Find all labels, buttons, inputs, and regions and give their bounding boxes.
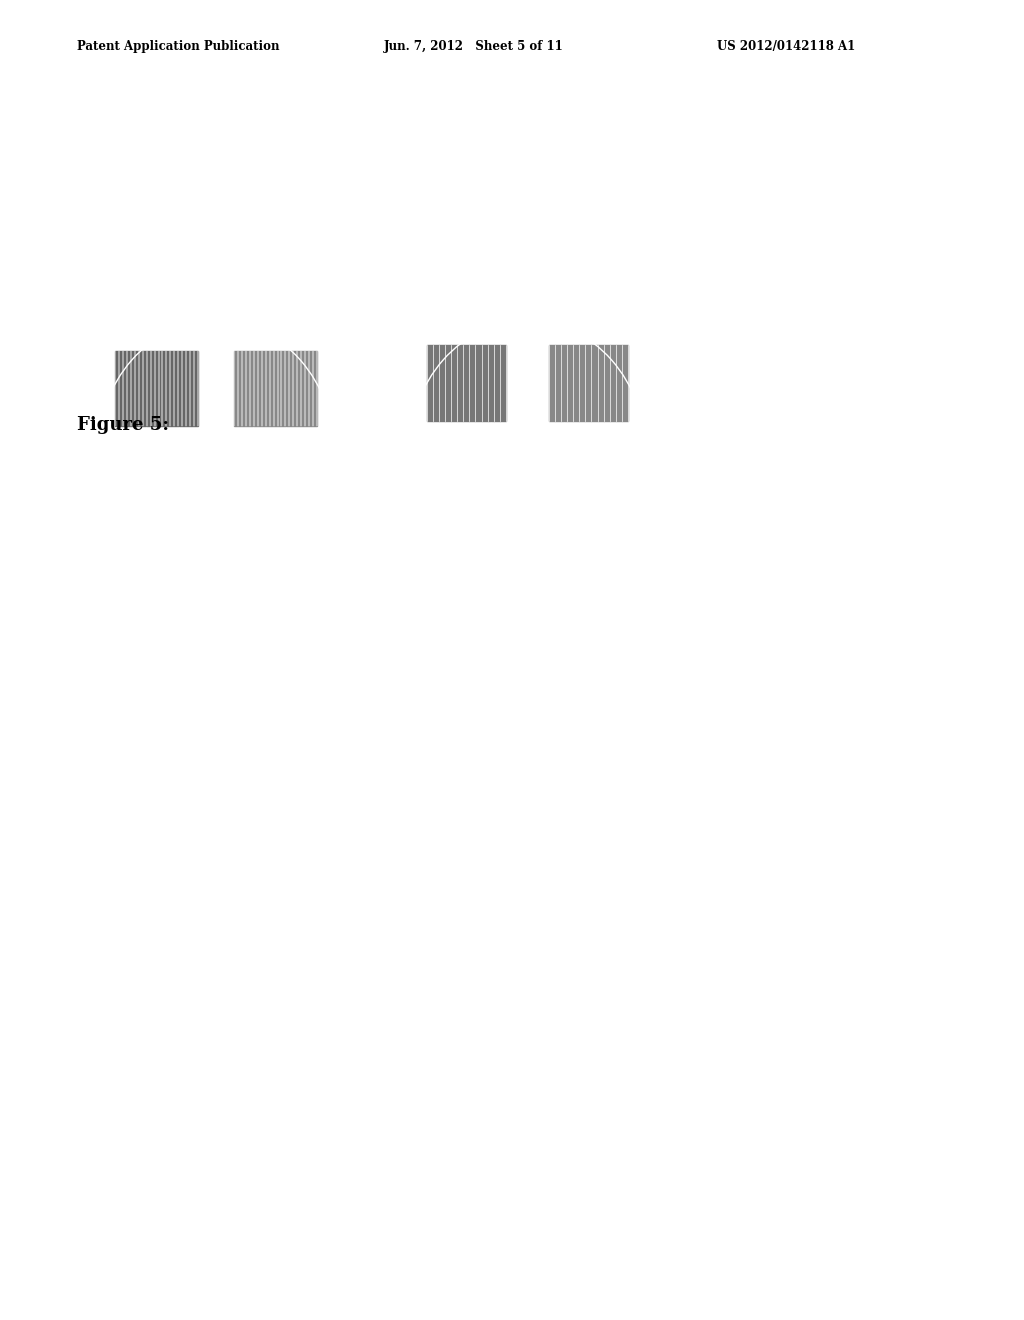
Text: iii: iii	[686, 799, 694, 808]
Text: i: i	[387, 379, 390, 387]
Text: ii: ii	[71, 742, 76, 751]
Bar	[116, 799, 316, 807]
Text: ii: ii	[692, 498, 697, 507]
Text: US 2012/0142118 A1: US 2012/0142118 A1	[717, 40, 855, 53]
Text: L840R0_35: L840R0_35	[164, 322, 207, 331]
Text: i: i	[697, 379, 700, 387]
Text: Patent Application Publication: Patent Application Publication	[77, 40, 280, 53]
Text: L150R4_1: L150R4_1	[788, 618, 826, 627]
Text: i: i	[697, 664, 700, 673]
Text: (e): (e)	[632, 618, 648, 628]
Text: i: i	[76, 664, 79, 673]
Text: iii: iii	[686, 570, 694, 579]
Text: (f): (f)	[943, 618, 957, 628]
Text: ii: ii	[382, 742, 387, 751]
Text: iii: iii	[65, 799, 73, 808]
Text: L230R3: L230R3	[482, 618, 511, 627]
Bar	[116, 569, 316, 581]
Text: (a): (a)	[321, 322, 337, 331]
Bar	[116, 351, 198, 426]
Bar	[427, 799, 628, 807]
Text: L230R2: L230R2	[171, 618, 200, 627]
Text: L275R0_65: L275R0_65	[475, 322, 518, 331]
Text: (c): (c)	[943, 322, 958, 331]
Text: iii: iii	[376, 799, 384, 808]
Text: iii: iii	[65, 570, 73, 579]
Text: Figure 5:: Figure 5:	[77, 416, 169, 434]
Bar	[549, 345, 628, 421]
Bar	[737, 569, 938, 581]
Bar	[427, 345, 506, 421]
Text: i: i	[76, 384, 79, 393]
Text: L275R1_35: L275R1_35	[785, 322, 828, 331]
Bar	[737, 799, 938, 807]
Text: (d): (d)	[321, 618, 338, 628]
Text: i: i	[387, 664, 390, 673]
Text: iii: iii	[376, 570, 384, 579]
Text: ii: ii	[382, 498, 387, 507]
Text: ii: ii	[692, 742, 697, 751]
Text: ii: ii	[71, 498, 76, 507]
Bar	[234, 351, 316, 426]
Text: Jun. 7, 2012   Sheet 5 of 11: Jun. 7, 2012 Sheet 5 of 11	[384, 40, 564, 53]
Text: (b): (b)	[632, 322, 649, 331]
Bar	[427, 569, 628, 581]
